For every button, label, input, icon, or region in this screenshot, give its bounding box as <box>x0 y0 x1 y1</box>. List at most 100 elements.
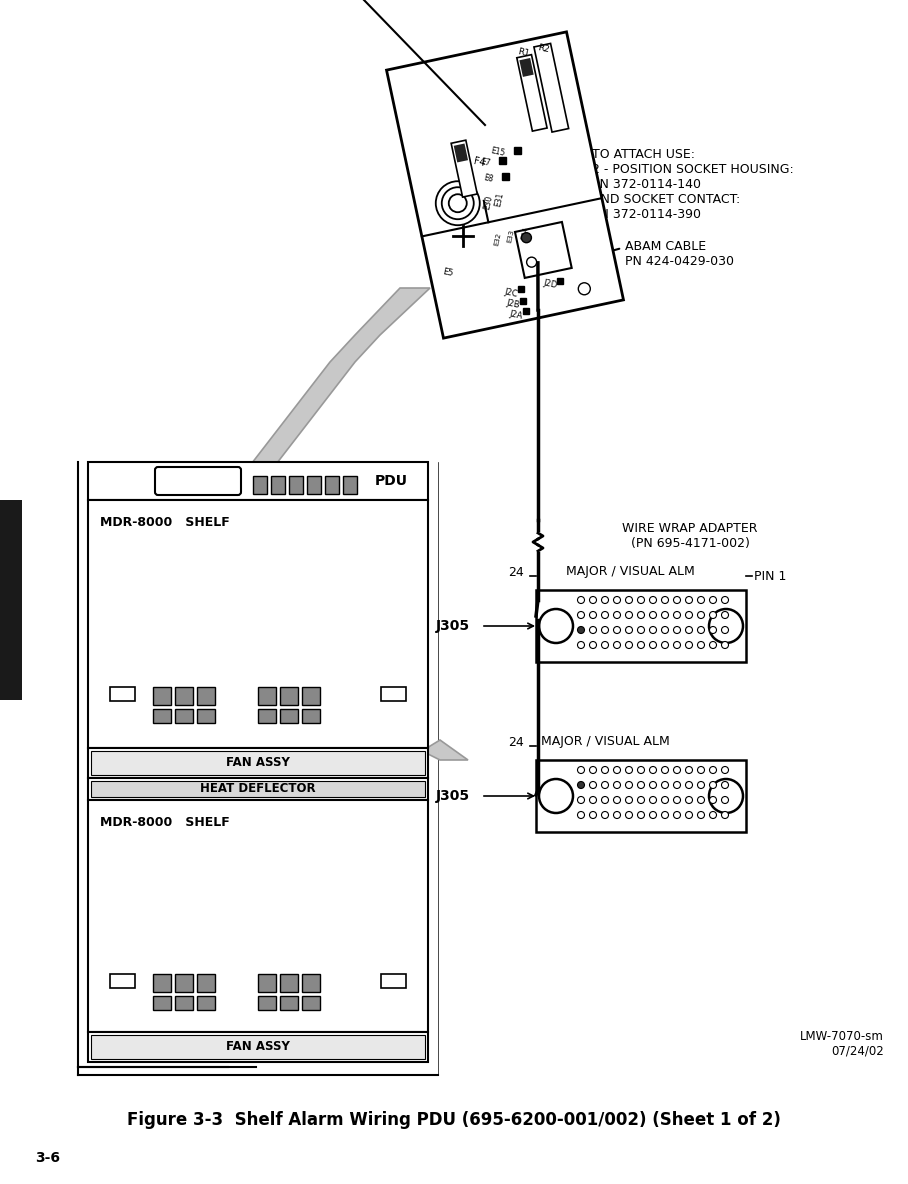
Circle shape <box>626 597 633 604</box>
Text: FAN ASSY: FAN ASSY <box>226 1041 290 1054</box>
Circle shape <box>709 597 716 604</box>
Circle shape <box>662 781 668 789</box>
Circle shape <box>674 781 680 789</box>
Bar <box>523 309 528 315</box>
Text: J305: J305 <box>436 619 470 633</box>
Circle shape <box>674 642 680 649</box>
Bar <box>153 996 171 1010</box>
Bar <box>536 760 746 832</box>
Circle shape <box>449 194 467 212</box>
Circle shape <box>709 797 716 804</box>
Bar <box>88 500 428 748</box>
Circle shape <box>662 597 668 604</box>
Bar <box>110 687 135 701</box>
Circle shape <box>686 781 693 789</box>
Bar <box>253 476 267 494</box>
Bar <box>258 974 276 992</box>
Text: TO ATTACH USE:
2 - POSITION SOCKET HOUSING:
PN 372-0114-140
AND SOCKET CONTACT:
: TO ATTACH USE: 2 - POSITION SOCKET HOUSI… <box>592 148 794 221</box>
Circle shape <box>626 781 633 789</box>
Bar <box>258 687 276 704</box>
Circle shape <box>589 597 597 604</box>
Circle shape <box>686 597 693 604</box>
Bar <box>271 476 285 494</box>
Bar <box>153 974 171 992</box>
Circle shape <box>626 611 633 618</box>
Circle shape <box>577 766 585 773</box>
Circle shape <box>637 797 645 804</box>
Circle shape <box>578 283 590 295</box>
Circle shape <box>722 611 728 618</box>
Bar <box>197 974 215 992</box>
Text: 24: 24 <box>508 735 524 748</box>
Circle shape <box>662 642 668 649</box>
Circle shape <box>601 781 608 789</box>
Bar <box>258 996 276 1010</box>
Bar <box>302 709 320 723</box>
Circle shape <box>697 781 705 789</box>
Bar <box>280 996 298 1010</box>
Circle shape <box>601 597 608 604</box>
Polygon shape <box>454 143 468 162</box>
Bar <box>498 157 506 163</box>
Bar <box>325 476 339 494</box>
Text: E15: E15 <box>490 146 506 157</box>
Circle shape <box>674 611 680 618</box>
Circle shape <box>637 597 645 604</box>
Text: J2B: J2B <box>506 298 521 310</box>
Circle shape <box>686 611 693 618</box>
Bar <box>280 687 298 704</box>
Bar <box>91 781 425 797</box>
Bar <box>88 800 428 1032</box>
Circle shape <box>686 642 693 649</box>
Bar <box>536 590 746 662</box>
Circle shape <box>709 611 716 618</box>
Circle shape <box>686 766 693 773</box>
Circle shape <box>722 597 728 604</box>
Circle shape <box>589 642 597 649</box>
Circle shape <box>662 611 668 618</box>
Bar <box>153 687 171 704</box>
Circle shape <box>649 781 656 789</box>
Circle shape <box>601 611 608 618</box>
Circle shape <box>589 797 597 804</box>
Bar <box>280 974 298 992</box>
Circle shape <box>539 609 573 643</box>
Text: PDU: PDU <box>375 474 408 488</box>
Circle shape <box>577 597 585 604</box>
Circle shape <box>709 781 716 789</box>
Circle shape <box>697 811 705 818</box>
Text: HEAT DEFLECTOR: HEAT DEFLECTOR <box>200 783 316 796</box>
Circle shape <box>589 611 597 618</box>
Circle shape <box>722 626 728 633</box>
Bar <box>197 996 215 1010</box>
Circle shape <box>697 766 705 773</box>
Circle shape <box>649 611 656 618</box>
Circle shape <box>709 626 716 633</box>
Bar <box>520 297 527 303</box>
Bar <box>381 974 406 987</box>
Circle shape <box>637 611 645 618</box>
Circle shape <box>601 766 608 773</box>
Bar <box>91 751 425 776</box>
Polygon shape <box>290 740 468 839</box>
Circle shape <box>697 597 705 604</box>
Bar <box>91 1035 425 1058</box>
Circle shape <box>614 626 620 633</box>
Text: J2D: J2D <box>542 278 558 290</box>
Circle shape <box>637 626 645 633</box>
Polygon shape <box>519 58 534 77</box>
Circle shape <box>649 811 656 818</box>
Bar <box>153 709 171 723</box>
Text: WIRE WRAP ADAPTER
(PN 695-4171-002): WIRE WRAP ADAPTER (PN 695-4171-002) <box>622 522 758 551</box>
Circle shape <box>614 611 620 618</box>
Circle shape <box>674 797 680 804</box>
Circle shape <box>709 642 716 649</box>
Bar <box>175 709 193 723</box>
Circle shape <box>626 797 633 804</box>
Circle shape <box>722 642 728 649</box>
Text: E32: E32 <box>493 232 502 246</box>
Circle shape <box>674 597 680 604</box>
Text: E34: E34 <box>520 226 529 240</box>
Text: LMW-7070-sm
07/24/02: LMW-7070-sm 07/24/02 <box>800 1030 883 1058</box>
Circle shape <box>626 626 633 633</box>
